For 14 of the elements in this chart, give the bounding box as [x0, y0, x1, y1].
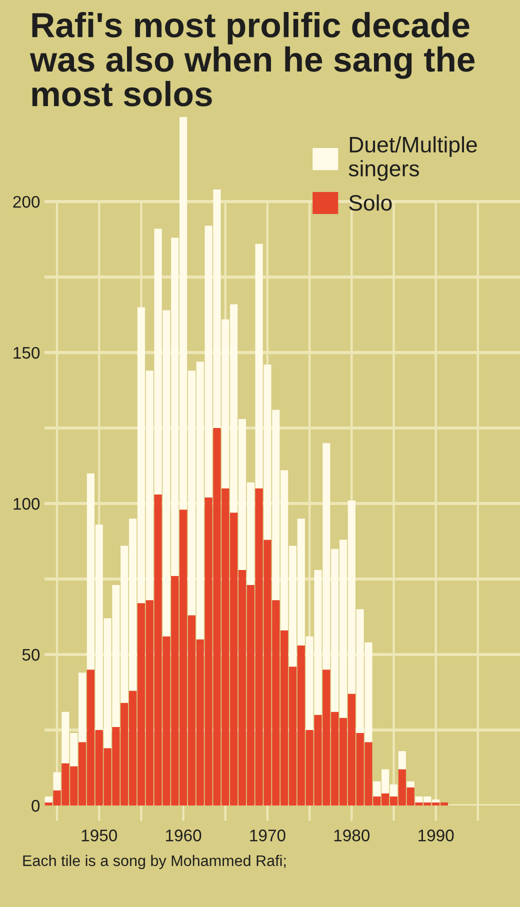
y-tick-label: 150 — [14, 346, 40, 359]
x-tick-label: 1970 — [250, 830, 286, 842]
y-tick-label: 100 — [14, 498, 40, 510]
y-tick-label: 0 — [32, 800, 40, 812]
legend-label: Duet/Multiple singers — [348, 136, 477, 181]
legend-label: Solo — [349, 194, 392, 211]
y-tick-label: 50 — [22, 648, 40, 661]
chart-title: Rafi's most prolific decade was also when he sang the most solos — [30, 12, 475, 106]
x-tick-label: 1980 — [334, 830, 370, 842]
x-tick-label: 1960 — [166, 830, 202, 842]
x-tick-label: 1990 — [418, 830, 454, 842]
y-tick-label: 200 — [13, 196, 40, 208]
text: Each tile is a song by Mohammed Rafi; — [23, 854, 286, 870]
x-tick-label: 1950 — [82, 830, 118, 842]
